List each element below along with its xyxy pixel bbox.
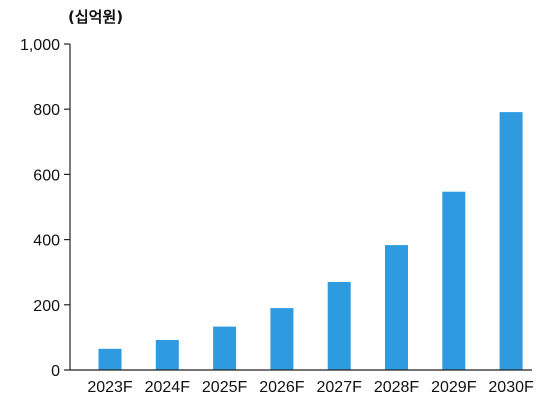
axes-group xyxy=(64,43,532,371)
x-tick-label: 2030F xyxy=(488,379,534,396)
bar-2024F xyxy=(155,340,179,370)
bar-2023F xyxy=(98,348,122,370)
bar-2027F xyxy=(327,282,351,370)
bars-group xyxy=(98,112,523,370)
y-tick-label: 800 xyxy=(33,102,60,119)
y-tick-labels: 0 200 400 600 800 1,000 xyxy=(20,37,60,380)
bar-2029F xyxy=(442,191,466,370)
x-tick-label: 2024F xyxy=(145,379,191,396)
bar-2030F xyxy=(499,112,523,370)
y-tick-label: 600 xyxy=(33,167,60,184)
x-tick-label: 2025F xyxy=(202,379,248,396)
unit-label: (십억원) xyxy=(68,8,123,26)
x-tick-label: 2029F xyxy=(431,379,477,396)
x-tick-labels: 2023F 2024F 2025F 2026F 2027F 2028F 2029F 2030F xyxy=(87,379,534,396)
x-tick-label: 2027F xyxy=(317,379,363,396)
x-tick-label: 2028F xyxy=(374,379,420,396)
y-tick-label: 1,000 xyxy=(20,37,60,54)
bar-2028F xyxy=(385,245,408,370)
x-tick-label: 2023F xyxy=(87,379,133,396)
y-tick-label: 400 xyxy=(33,233,60,250)
y-tick-label: 200 xyxy=(33,298,60,315)
x-tick-label: 2026F xyxy=(259,379,305,396)
bar-2026F xyxy=(270,308,294,370)
bar-2025F xyxy=(213,326,237,370)
y-tick-label: 0 xyxy=(51,363,60,380)
